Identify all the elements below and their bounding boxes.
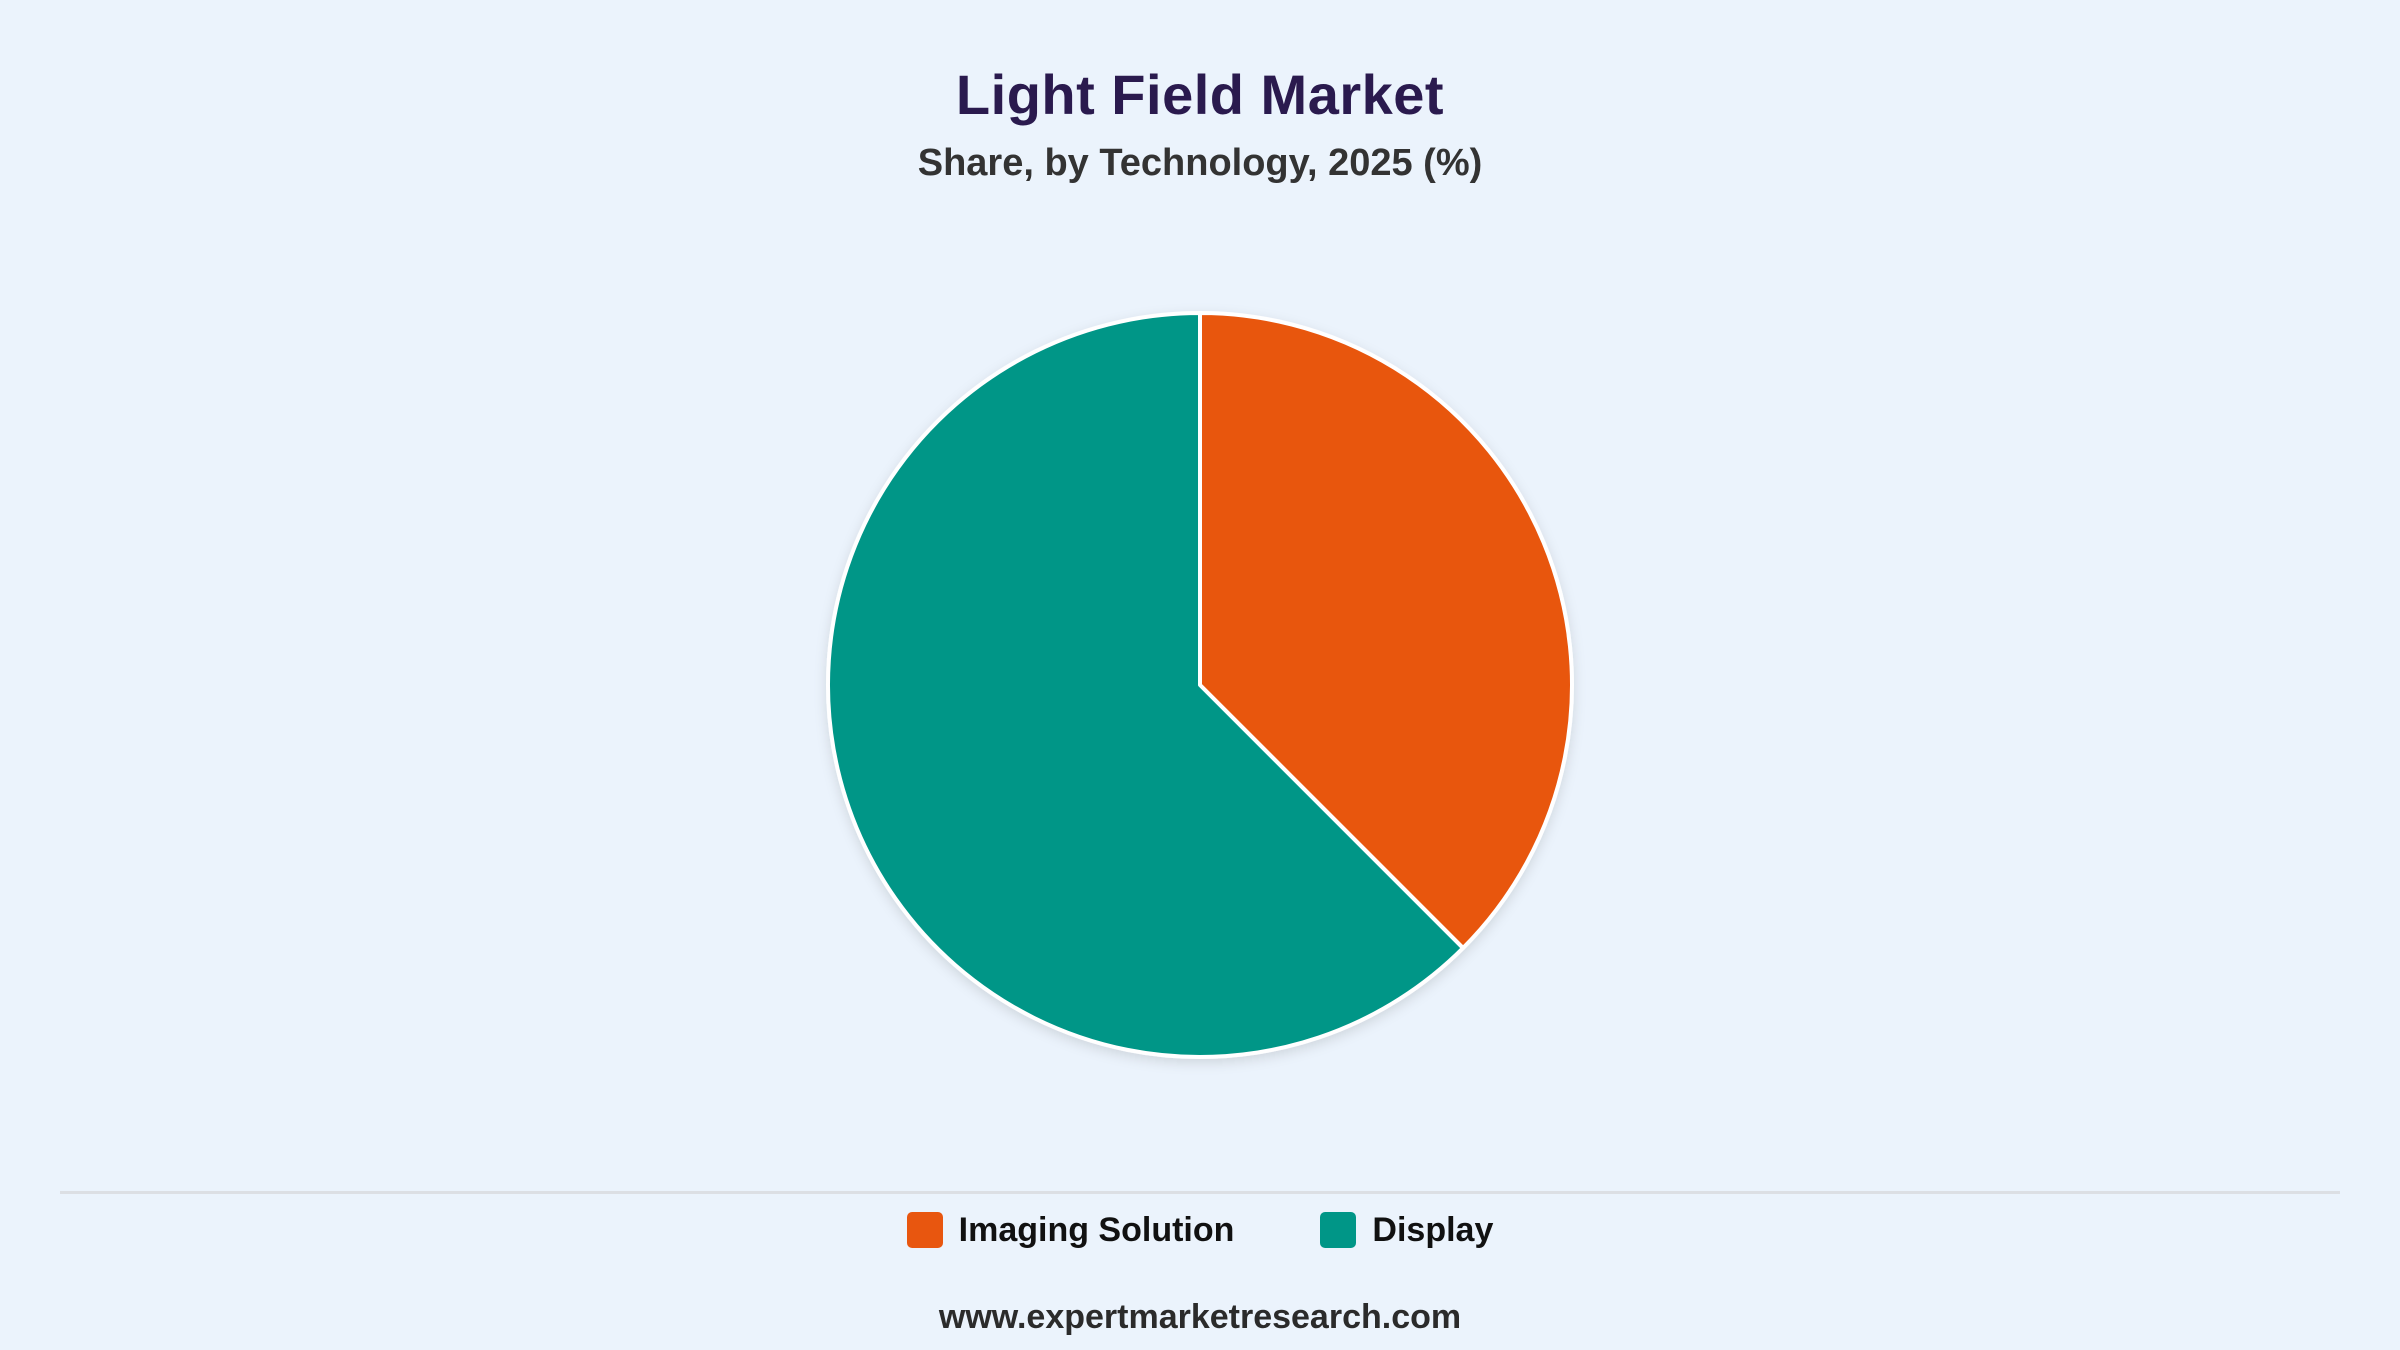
legend-item-imaging-solution: Imaging Solution — [906, 1210, 1235, 1250]
pie-slice-imaging-solution — [1198, 311, 1574, 951]
chart-subtitle: Share, by Technology, 2025 (%) — [917, 142, 1483, 184]
source-url: www.expertmarketresearch.com — [938, 1298, 1462, 1336]
legend-item-display: Display — [1320, 1211, 1493, 1250]
legend-label-imaging-solution: Imaging Solution — [958, 1210, 1235, 1249]
legend-divider — [60, 1191, 2340, 1194]
chart-title: Light Field Market — [955, 63, 1445, 126]
legend: Imaging Solution Display — [0, 1208, 2400, 1252]
legend-label-display: Display — [1372, 1210, 1494, 1249]
legend-swatch-imaging-solution — [906, 1212, 943, 1248]
pie-slices — [826, 311, 1574, 1059]
pie-chart — [826, 311, 1574, 1059]
legend-swatch-display — [1320, 1212, 1357, 1248]
pie-slice-display — [826, 311, 1466, 1059]
